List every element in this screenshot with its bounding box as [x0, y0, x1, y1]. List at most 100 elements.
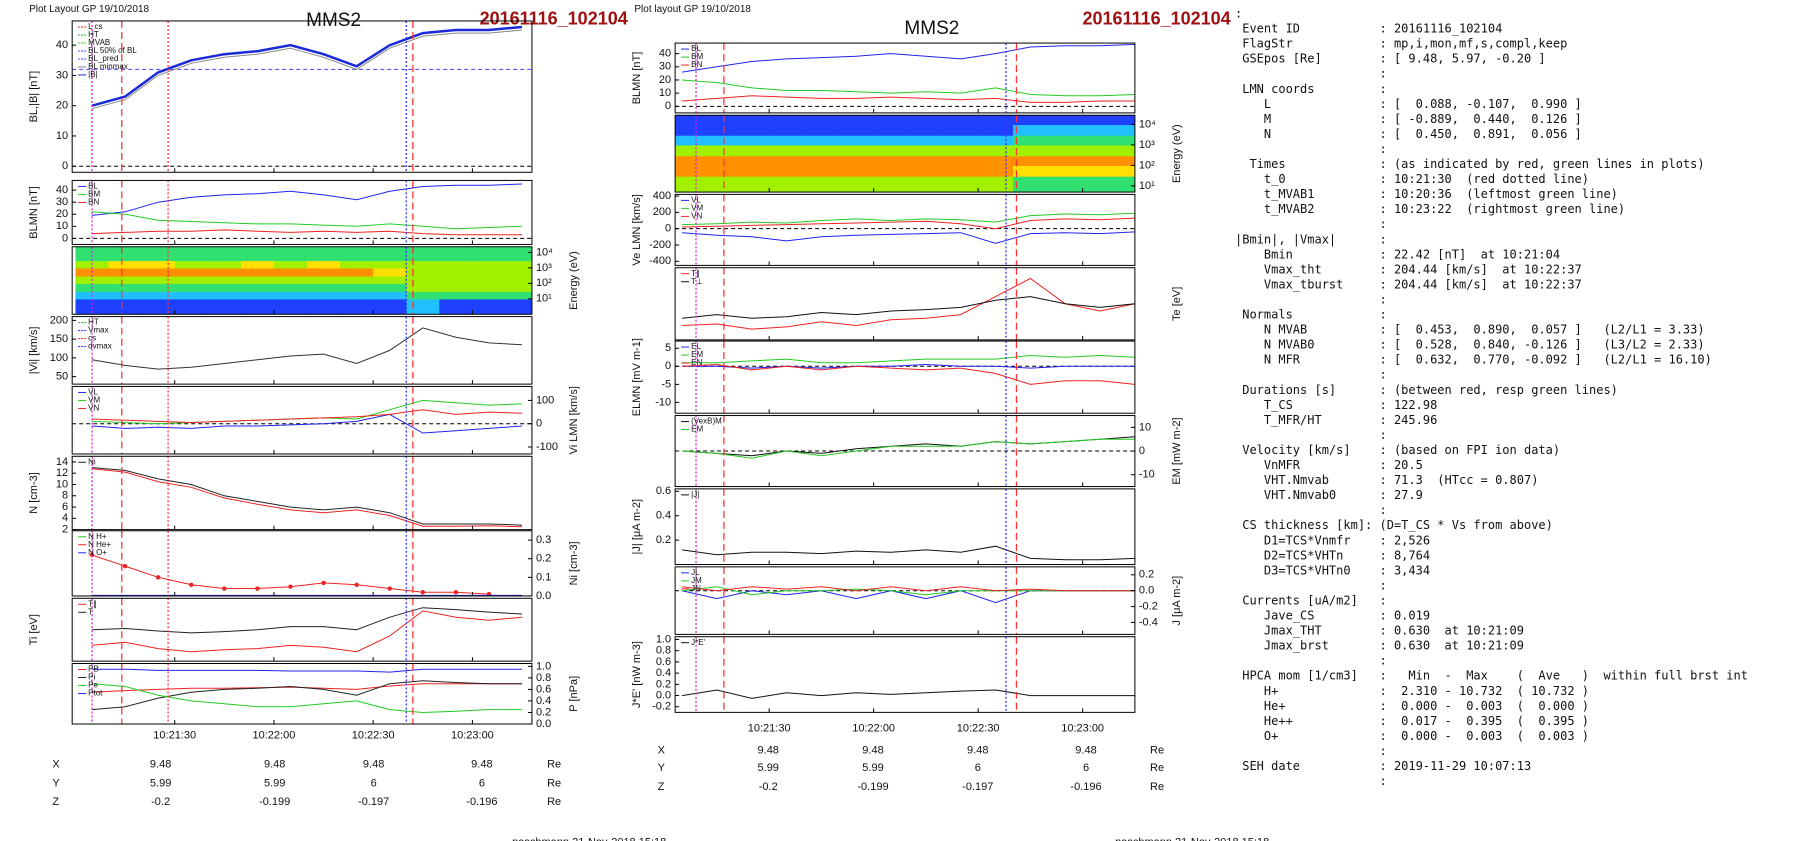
- y-axis-label: N [cm-3]: [28, 472, 40, 514]
- y-tick-label: 0.1: [536, 571, 551, 583]
- series-line: [682, 363, 1135, 369]
- legend-label: L cs: [88, 22, 102, 31]
- y-axis-label: |Vi| [km/s]: [28, 327, 40, 375]
- spectrogram-cell: [675, 124, 701, 136]
- y-tick-label: 100: [536, 394, 554, 406]
- spectrogram-cell: [978, 124, 1014, 136]
- legend-label: T: [88, 607, 93, 616]
- y-tick-label: 0: [536, 418, 542, 430]
- position-cell: Re: [547, 759, 561, 771]
- spectrogram-cell: [908, 124, 944, 136]
- y-tick-label: 100: [50, 352, 68, 364]
- legend-label: BL: [691, 44, 701, 53]
- legend-label: BM: [691, 52, 703, 61]
- panel-plot: [675, 43, 1135, 113]
- spectrogram-cell: [873, 124, 910, 136]
- legend-label: VL: [88, 388, 98, 397]
- y-tick-label: 14: [56, 456, 68, 468]
- series-marker: [288, 584, 293, 589]
- spectrogram-cell: [803, 165, 840, 177]
- y-tick-label: 0.0: [1139, 585, 1154, 597]
- y-tick-label: 5: [665, 342, 671, 354]
- spectrogram-cell: [1117, 144, 1135, 157]
- spectrogram-cell: [373, 283, 407, 293]
- y-tick-label: 30: [56, 69, 68, 81]
- y-tick-label: 30: [659, 61, 671, 73]
- x-tick-label: 10:21:30: [153, 730, 196, 742]
- spectrogram-cell: [943, 144, 979, 157]
- y-axis-label: BL,|B| [nT]: [28, 71, 40, 123]
- spectrogram-cell: [873, 176, 910, 193]
- spectrogram-cell: [75, 298, 110, 315]
- legend-label: JM: [691, 576, 702, 585]
- spectrogram-cell: [406, 267, 440, 277]
- y-tick-label: 0.8: [656, 645, 671, 657]
- spectrogram-cell: [1047, 155, 1084, 166]
- spectrogram-cell: [207, 246, 242, 262]
- spectrogram-cell: [505, 291, 532, 300]
- spectrogram-cell: [769, 135, 805, 146]
- spectrogram-cell: [373, 260, 407, 269]
- spectrogram-cell: [273, 246, 308, 262]
- position-cell: X: [658, 745, 666, 757]
- summary-line: :: [1235, 142, 1387, 156]
- x-tick-label: 10:22:30: [352, 730, 395, 742]
- spectrogram-cell: [108, 291, 143, 300]
- spectrogram-cell: [141, 291, 176, 300]
- panel-frame: [674, 566, 1136, 635]
- series-line: [682, 354, 1135, 364]
- spectrogram-cell: [141, 275, 176, 284]
- legend-label: T⊥: [691, 277, 703, 286]
- spectrogram-cell: [472, 298, 507, 315]
- y-axis-label: Te [eV]: [1171, 287, 1183, 321]
- series-marker: [122, 563, 128, 569]
- summary-line: :: [1235, 292, 1387, 306]
- spectrogram-cell: [1117, 115, 1135, 126]
- spectrogram-cell: [472, 275, 507, 284]
- panel-plot: [682, 636, 1135, 713]
- summary-line: GSEpos [Re] : [ 9.48, 5.97, -0.20 ]: [1235, 52, 1546, 66]
- y-tick-label: 10: [56, 478, 68, 490]
- summary-line: Jmax_THT : 0.630 at 10:21:09: [1235, 624, 1524, 638]
- spectrogram-cell: [307, 260, 341, 269]
- series-marker: [354, 582, 359, 587]
- spectrogram-cell: [406, 298, 440, 315]
- spectrogram-cell: [307, 267, 341, 277]
- y-tick-label: 0.6: [536, 683, 551, 695]
- spectrogram-cell: [505, 246, 532, 262]
- summary-line: t_MVAB2 : 10:23:22 (rightmost green line…: [1235, 202, 1625, 216]
- summary-line: :: [1235, 67, 1387, 81]
- spectrogram-cell: [1082, 135, 1119, 146]
- series-line: [91, 468, 523, 528]
- y-tick-label: 8: [62, 490, 68, 502]
- y-tick-label: 0.2: [536, 553, 551, 565]
- spectrogram-cell: [803, 155, 840, 166]
- spectrogram-cell: [943, 176, 979, 193]
- panel-plot: [91, 316, 523, 385]
- spectrogram-cell: [439, 246, 474, 262]
- series-line: [682, 217, 1135, 230]
- spectrogram-cell: [108, 298, 143, 315]
- y-tick-label: 0: [62, 232, 68, 244]
- summary-line: D3=TCS*VHTn0 : 3,434: [1235, 563, 1430, 577]
- spectrogram-cell: [978, 144, 1014, 157]
- position-cell: Re: [1150, 762, 1164, 774]
- position-cell: 6: [371, 777, 377, 789]
- summary-line: CS thickness [km]: (D=T_CS * Vs from abo…: [1235, 518, 1553, 532]
- series-line: [682, 586, 1135, 592]
- spectrogram-cell: [675, 115, 701, 126]
- y-tick-label: 10¹: [536, 293, 552, 305]
- y-axis-label: |J| [μA m-2]: [631, 499, 643, 554]
- y-tick-label: 10: [56, 220, 68, 232]
- panel-plot: [72, 180, 532, 245]
- series-marker: [420, 590, 425, 595]
- spectrogram-cell: [207, 298, 242, 315]
- series-line: [682, 43, 1135, 73]
- legend-label: BN: [691, 60, 702, 69]
- y-tick-label: 12: [56, 467, 68, 479]
- y-tick-label: 0.2: [656, 678, 671, 690]
- summary-line: D2=TCS*VHTn : 8,764: [1235, 548, 1430, 562]
- legend-label: MVAB: [88, 38, 110, 47]
- spectrogram-cell: [240, 275, 275, 284]
